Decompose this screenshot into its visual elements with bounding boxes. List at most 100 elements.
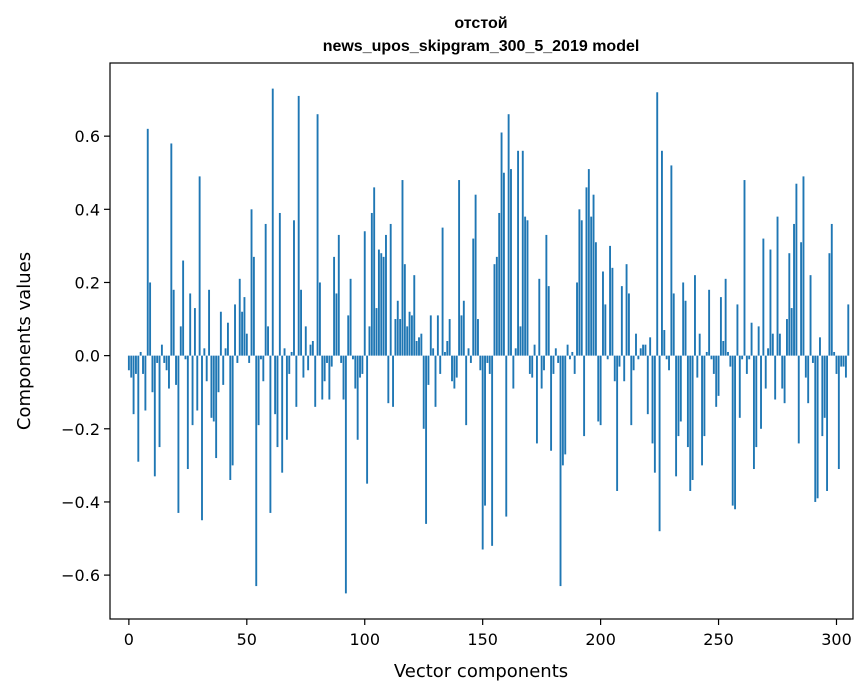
bar <box>715 355 718 407</box>
bar <box>177 355 180 513</box>
bar <box>533 344 536 356</box>
bar <box>488 355 491 374</box>
bar <box>271 88 274 356</box>
bar <box>797 355 800 444</box>
x-tick-label: 300 <box>821 630 852 649</box>
bar <box>590 216 593 356</box>
bar <box>514 348 517 356</box>
bar <box>512 355 515 389</box>
bar <box>566 344 569 356</box>
bar <box>776 216 779 356</box>
bar <box>847 304 850 356</box>
bar <box>743 180 746 356</box>
bar <box>731 355 734 506</box>
bar <box>729 355 732 367</box>
bar <box>576 282 578 356</box>
bar <box>352 355 354 360</box>
bar <box>552 355 555 374</box>
bar <box>132 355 135 415</box>
bar <box>288 355 291 374</box>
bar <box>354 355 357 389</box>
bar <box>821 355 824 437</box>
bar <box>677 355 680 437</box>
bar <box>238 278 241 356</box>
bar <box>137 355 140 462</box>
bar <box>807 355 810 404</box>
bar <box>439 355 442 374</box>
y-tick-label: 0.6 <box>75 127 100 146</box>
bar <box>802 176 805 356</box>
bar <box>486 355 489 363</box>
bar <box>828 253 831 356</box>
bar <box>561 355 564 466</box>
bar <box>267 326 269 356</box>
bar <box>616 355 619 491</box>
bar <box>229 355 232 480</box>
bar <box>446 341 449 356</box>
bar <box>837 355 840 470</box>
bar <box>441 227 444 356</box>
x-tick-label: 200 <box>585 630 616 649</box>
bar <box>309 344 312 356</box>
bar <box>472 238 475 356</box>
bar <box>436 315 439 356</box>
y-tick-label: 0.2 <box>75 273 100 292</box>
plot-frame <box>109 62 854 620</box>
bar <box>295 355 298 407</box>
bar <box>458 180 461 356</box>
bar <box>727 351 729 356</box>
bar <box>670 165 673 356</box>
bar <box>252 256 255 356</box>
bar <box>219 311 222 356</box>
bar <box>500 132 503 356</box>
bar <box>724 278 727 356</box>
bar <box>649 337 652 356</box>
bar <box>274 355 277 415</box>
bar <box>599 355 602 426</box>
bar <box>675 355 678 477</box>
bar <box>708 289 711 356</box>
bar <box>170 143 173 356</box>
bar <box>342 355 345 400</box>
bar <box>396 300 399 356</box>
bar <box>392 355 394 407</box>
bar <box>783 355 786 404</box>
bar <box>830 223 833 356</box>
bar <box>182 260 185 356</box>
bar <box>531 355 534 378</box>
bar <box>186 355 189 470</box>
bar <box>321 355 324 400</box>
bar <box>203 348 206 356</box>
bar <box>196 355 199 411</box>
bar <box>335 293 338 356</box>
bar <box>201 355 203 521</box>
bar <box>226 322 229 356</box>
bar <box>269 355 272 513</box>
bar <box>156 355 159 363</box>
bar <box>380 253 383 356</box>
bar <box>236 355 239 363</box>
bar <box>370 212 373 356</box>
chart-subtitle: news_upos_skipgram_300_5_2019 model <box>323 38 640 55</box>
bar <box>771 333 774 356</box>
bar <box>293 220 295 356</box>
bar <box>318 282 321 356</box>
bar <box>326 355 328 363</box>
y-tick-label: 0.4 <box>75 200 100 219</box>
bar <box>543 355 545 371</box>
bar <box>217 355 220 393</box>
bar <box>635 333 637 356</box>
bar <box>491 355 494 546</box>
bar <box>462 300 465 356</box>
bar <box>658 355 661 532</box>
bar <box>712 355 715 374</box>
bar <box>679 355 682 422</box>
bar <box>248 355 251 363</box>
y-tick-label: −0.2 <box>61 420 100 439</box>
bar <box>800 242 803 356</box>
bar <box>231 355 234 466</box>
bar <box>498 212 501 356</box>
bar <box>151 355 154 393</box>
bar <box>639 348 642 356</box>
bar <box>833 351 836 356</box>
